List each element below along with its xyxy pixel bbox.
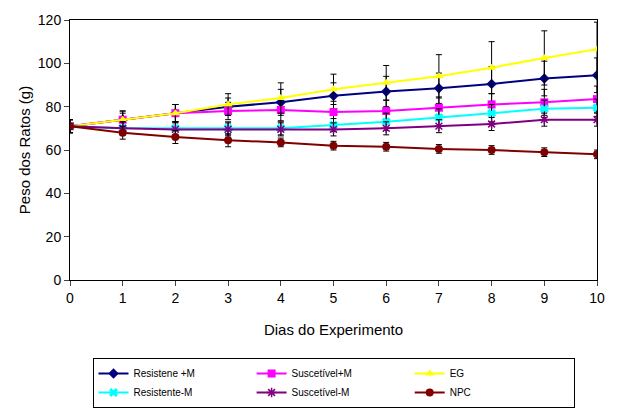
svg-text:0: 0	[53, 272, 61, 288]
svg-text:Resistene +M: Resistene +M	[134, 368, 195, 379]
svg-text:Peso dos Ratos (g): Peso dos Ratos (g)	[16, 86, 33, 214]
svg-text:7: 7	[435, 290, 443, 306]
svg-text:Dias do Experimento: Dias do Experimento	[264, 321, 403, 338]
svg-text:9: 9	[540, 290, 548, 306]
svg-text:20: 20	[46, 229, 62, 245]
svg-text:80: 80	[46, 99, 62, 115]
svg-text:Resistente-M: Resistente-M	[134, 387, 193, 398]
svg-text:1: 1	[119, 290, 127, 306]
svg-text:100: 100	[38, 55, 62, 71]
svg-text:10: 10	[589, 290, 605, 306]
svg-text:120: 120	[38, 12, 62, 28]
svg-text:0: 0	[66, 290, 74, 306]
svg-text:EG: EG	[450, 368, 465, 379]
svg-text:2: 2	[172, 290, 180, 306]
svg-text:NPC: NPC	[450, 387, 471, 398]
svg-text:40: 40	[46, 185, 62, 201]
svg-text:60: 60	[46, 142, 62, 158]
svg-text:5: 5	[330, 290, 338, 306]
svg-text:Suscetível+M: Suscetível+M	[292, 368, 352, 379]
svg-text:8: 8	[488, 290, 496, 306]
svg-text:Suscetível-M: Suscetível-M	[292, 387, 350, 398]
svg-text:6: 6	[382, 290, 390, 306]
svg-text:4: 4	[277, 290, 285, 306]
svg-text:3: 3	[224, 290, 232, 306]
